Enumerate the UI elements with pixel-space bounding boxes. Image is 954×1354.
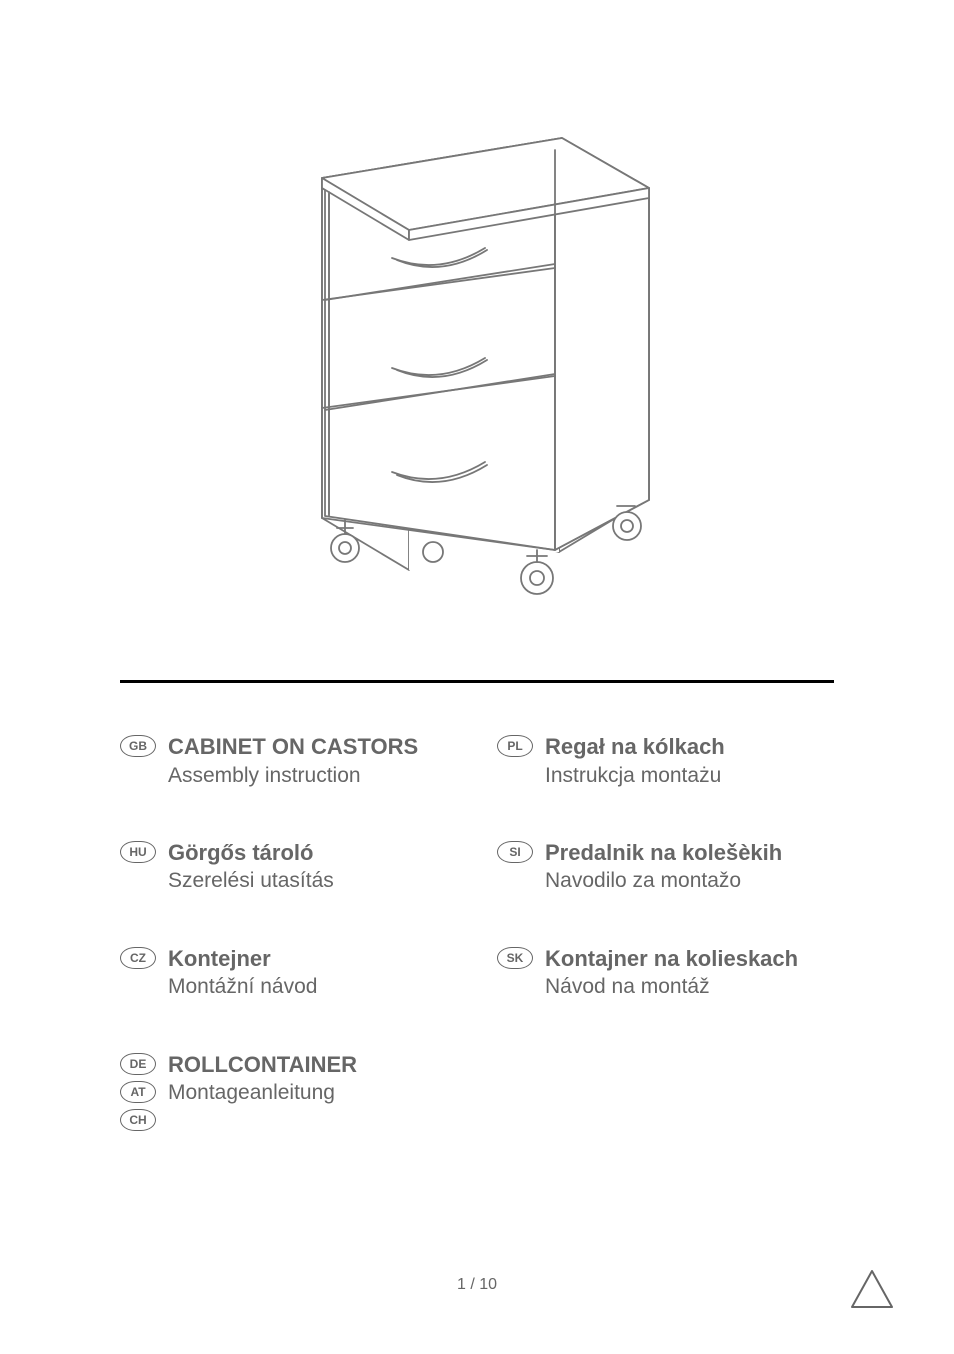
product-title: Kontejner [168,945,317,974]
product-title: CABINET ON CASTORS [168,733,418,762]
product-title: ROLLCONTAINER [168,1051,357,1080]
lang-badge: AT [120,1081,156,1103]
product-title: Kontajner na kolieskach [545,945,798,974]
lang-block-hu: HU Görgős tároló Szerelési utasítás [120,839,457,895]
corner-triangle-icon [850,1269,894,1314]
subtitle: Szerelési utasítás [168,867,334,894]
lang-block-gb: GB CABINET ON CASTORS Assembly instructi… [120,733,457,789]
subtitle: Návod na montáž [545,973,798,1000]
lang-badge: HU [120,841,156,863]
lang-badge: DE [120,1053,156,1075]
section-divider [120,680,834,683]
lang-block-pl: PL Regał na kólkach Instrukcja montażu [497,733,834,789]
lang-badge: SI [497,841,533,863]
subtitle: Montážní návod [168,973,317,1000]
lang-badge: SK [497,947,533,969]
lang-block-de: DE AT CH ROLLCONTAINER Montageanleitung [120,1051,457,1131]
lang-badge: CH [120,1109,156,1131]
lang-block-si: SI Predalnik na kolešèkih Navodilo za mo… [497,839,834,895]
product-title: Predalnik na kolešèkih [545,839,782,868]
lang-block-cz: CZ Kontejner Montážní návod [120,945,457,1001]
product-title: Regał na kólkach [545,733,725,762]
product-illustration [120,100,834,620]
lang-badge: GB [120,735,156,757]
subtitle: Montageanleitung [168,1079,357,1106]
subtitle: Assembly instruction [168,762,418,789]
language-grid: GB CABINET ON CASTORS Assembly instructi… [120,733,834,1131]
page-number: 1 / 10 [0,1276,954,1294]
lang-badge: PL [497,735,533,757]
lang-badge: CZ [120,947,156,969]
lang-block-sk: SK Kontajner na kolieskach Návod na mont… [497,945,834,1001]
product-title: Görgős tároló [168,839,334,868]
subtitle: Instrukcja montażu [545,762,725,789]
subtitle: Navodilo za montažo [545,867,782,894]
